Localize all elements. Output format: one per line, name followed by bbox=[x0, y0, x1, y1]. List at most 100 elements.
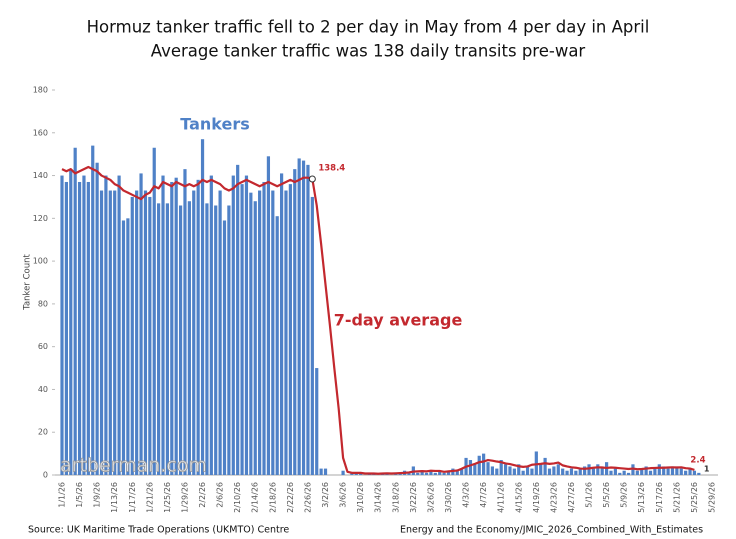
chart-title: Hormuz tanker traffic fell to 2 per day … bbox=[87, 18, 650, 37]
bar bbox=[556, 464, 560, 475]
average-line bbox=[61, 165, 695, 475]
bar bbox=[126, 218, 130, 476]
bar bbox=[240, 184, 244, 475]
bar bbox=[113, 190, 117, 475]
bar bbox=[323, 468, 328, 475]
bar bbox=[231, 175, 235, 476]
plot-area: 0 20 40 60 80 100 120 140 160 180 1/1/26 1/5/26 1/9/… bbox=[33, 86, 718, 513]
x-tick-label: 1/5/26 bbox=[75, 482, 84, 508]
bar bbox=[152, 147, 156, 475]
bar bbox=[73, 147, 77, 475]
bar bbox=[262, 181, 266, 475]
x-tick-label: 4/11/26 bbox=[497, 482, 506, 513]
bar bbox=[657, 464, 661, 475]
x-tick-label: 4/27/26 bbox=[567, 482, 576, 513]
bar bbox=[552, 466, 556, 475]
bar bbox=[91, 145, 95, 475]
bar bbox=[613, 468, 617, 475]
bar bbox=[688, 468, 692, 475]
bar bbox=[446, 470, 451, 475]
bar bbox=[279, 173, 284, 475]
bar bbox=[684, 470, 688, 475]
watermark: artberman.com bbox=[60, 455, 207, 477]
bar bbox=[679, 468, 683, 475]
bar bbox=[670, 466, 675, 475]
x-tick-label: 5/13/26 bbox=[637, 482, 646, 513]
bar bbox=[121, 220, 126, 475]
bar bbox=[618, 472, 622, 475]
x-tick-label: 1/1/26 bbox=[58, 482, 67, 508]
bar bbox=[284, 190, 288, 475]
x-tick-label: 4/15/26 bbox=[514, 482, 523, 513]
bar bbox=[310, 196, 314, 475]
x-tick-label: 4/3/26 bbox=[462, 482, 471, 508]
bar bbox=[196, 179, 200, 476]
bar bbox=[200, 139, 205, 475]
x-tick-label: 3/18/26 bbox=[391, 482, 400, 513]
data-label: 1 bbox=[704, 464, 710, 473]
bar bbox=[640, 468, 644, 475]
bar bbox=[420, 470, 424, 475]
bar bbox=[525, 466, 530, 475]
bar bbox=[214, 205, 218, 475]
x-tick-label: 2/6/26 bbox=[216, 482, 225, 508]
bar bbox=[236, 164, 240, 475]
data-label: 2.4 bbox=[690, 455, 705, 465]
bar bbox=[508, 466, 512, 475]
bar bbox=[574, 470, 578, 475]
x-tick-label: 1/29/26 bbox=[180, 482, 189, 513]
bar bbox=[486, 462, 490, 475]
source: Source: UK Maritime Trade Operations (UK… bbox=[28, 525, 289, 536]
y-tick-label: 0 bbox=[43, 471, 48, 480]
bar bbox=[174, 177, 178, 475]
bar bbox=[697, 472, 701, 475]
y-tick-label: 120 bbox=[33, 214, 48, 223]
bar bbox=[244, 175, 249, 476]
y-tick-label: 100 bbox=[33, 257, 48, 266]
x-tick-label: 3/22/26 bbox=[409, 482, 418, 513]
x-tick-label: 2/10/26 bbox=[233, 482, 242, 513]
bar bbox=[473, 464, 477, 475]
x-tick-label: 1/13/26 bbox=[110, 482, 119, 513]
bar bbox=[249, 192, 253, 475]
bar bbox=[468, 460, 473, 475]
bar bbox=[517, 464, 521, 475]
bar bbox=[648, 470, 653, 475]
y-tick-label: 80 bbox=[38, 299, 48, 308]
x-tick-label: 5/25/26 bbox=[690, 482, 699, 513]
y-tick-label: 40 bbox=[38, 385, 48, 394]
x-tick-label: 4/7/26 bbox=[479, 482, 488, 508]
x-tick-label: 3/26/26 bbox=[426, 482, 435, 513]
bar bbox=[104, 175, 108, 476]
x-tick-label: 5/5/26 bbox=[602, 482, 611, 508]
bar bbox=[561, 468, 565, 475]
x-tick-label: 5/17/26 bbox=[655, 482, 664, 513]
bar bbox=[675, 466, 679, 475]
bar bbox=[512, 468, 516, 475]
bar bbox=[117, 175, 121, 476]
bar bbox=[587, 464, 591, 475]
bar bbox=[99, 190, 104, 475]
x-tick-label: 1/21/26 bbox=[145, 482, 154, 513]
bar bbox=[503, 464, 508, 475]
bar bbox=[161, 175, 165, 476]
x-tick-label: 3/10/26 bbox=[356, 482, 365, 513]
bar bbox=[583, 466, 587, 475]
bar bbox=[306, 164, 310, 475]
y-tick-label: 140 bbox=[33, 171, 48, 180]
bar bbox=[596, 464, 600, 475]
x-tick-label: 3/30/26 bbox=[444, 482, 453, 513]
bar bbox=[253, 201, 257, 475]
bar bbox=[547, 468, 552, 475]
bar bbox=[315, 368, 319, 475]
bar bbox=[460, 468, 464, 475]
bar bbox=[77, 181, 82, 475]
bar bbox=[653, 468, 657, 475]
x-tick-label: 2/14/26 bbox=[251, 482, 260, 513]
bar bbox=[477, 455, 481, 475]
x-tick-label: 2/22/26 bbox=[286, 482, 295, 513]
x-tick-label: 3/14/26 bbox=[374, 482, 383, 513]
bar bbox=[205, 203, 209, 475]
x-tick-label: 3/2/26 bbox=[321, 482, 330, 508]
